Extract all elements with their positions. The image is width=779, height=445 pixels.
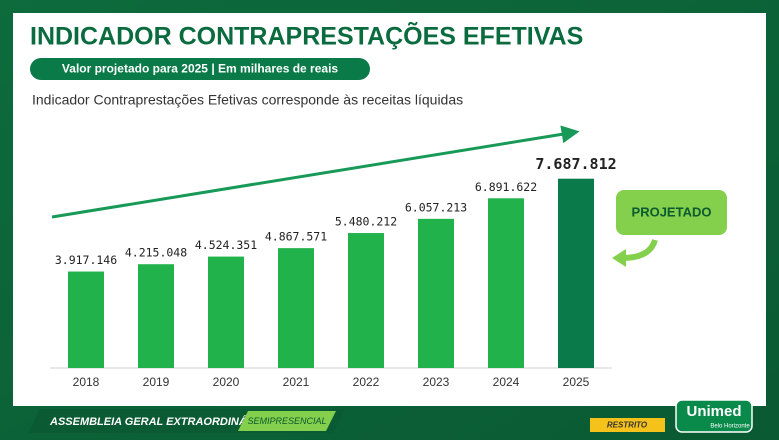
bar [558,178,594,368]
badge-arrow [621,238,658,261]
classification: RESTRITO [607,421,648,430]
bar [278,248,314,368]
x-tick-label: 2022 [353,375,380,389]
x-tick-label: 2021 [283,375,310,389]
value-label: 6.057.213 [405,200,467,214]
x-tick-label: 2023 [423,375,450,389]
footer-event: ASSEMBLEIA GERAL EXTRAORDINÁRIA [49,415,266,428]
bar [68,271,104,368]
subtitle: Valor projetado para 2025 | Em milhares … [62,62,338,76]
bar [488,198,524,368]
logo-sub: Belo Horizonte [710,424,750,430]
bar [348,233,384,368]
title: INDICADOR CONTRAPRESTAÇÕES EFETIVAS [30,21,583,51]
badge-box [616,190,727,235]
bar [138,264,174,368]
subtitle-pill [30,58,370,80]
value-label: 6.891.622 [475,180,537,194]
mode-tag [238,411,336,431]
bar [418,218,454,368]
description: Indicador Contraprestações Efetivas corr… [32,92,463,108]
x-tick-label: 2019 [143,375,170,389]
x-tick-label: 2018 [73,375,100,389]
value-label: 3.917.146 [55,253,117,267]
logo: Unimed [686,403,741,420]
trend-arrow [51,125,580,219]
x-tick-label: 2025 [563,375,590,389]
logo-box [675,399,753,433]
classification-tag [590,418,665,432]
x-tick-label: 2020 [213,375,240,389]
badge-arrowhead [612,249,626,267]
x-tick-label: 2024 [493,375,520,389]
bar [208,256,244,368]
value-label: 7.687.812 [535,155,616,173]
footer-mode: SEMIPRESENCIAL [247,416,326,426]
value-label: 4.215.048 [125,246,187,260]
value-label: 5.480.212 [335,215,397,229]
value-label: 4.867.571 [265,230,327,244]
badge: PROJETADO [632,204,712,219]
value-label: 4.524.351 [195,238,257,252]
